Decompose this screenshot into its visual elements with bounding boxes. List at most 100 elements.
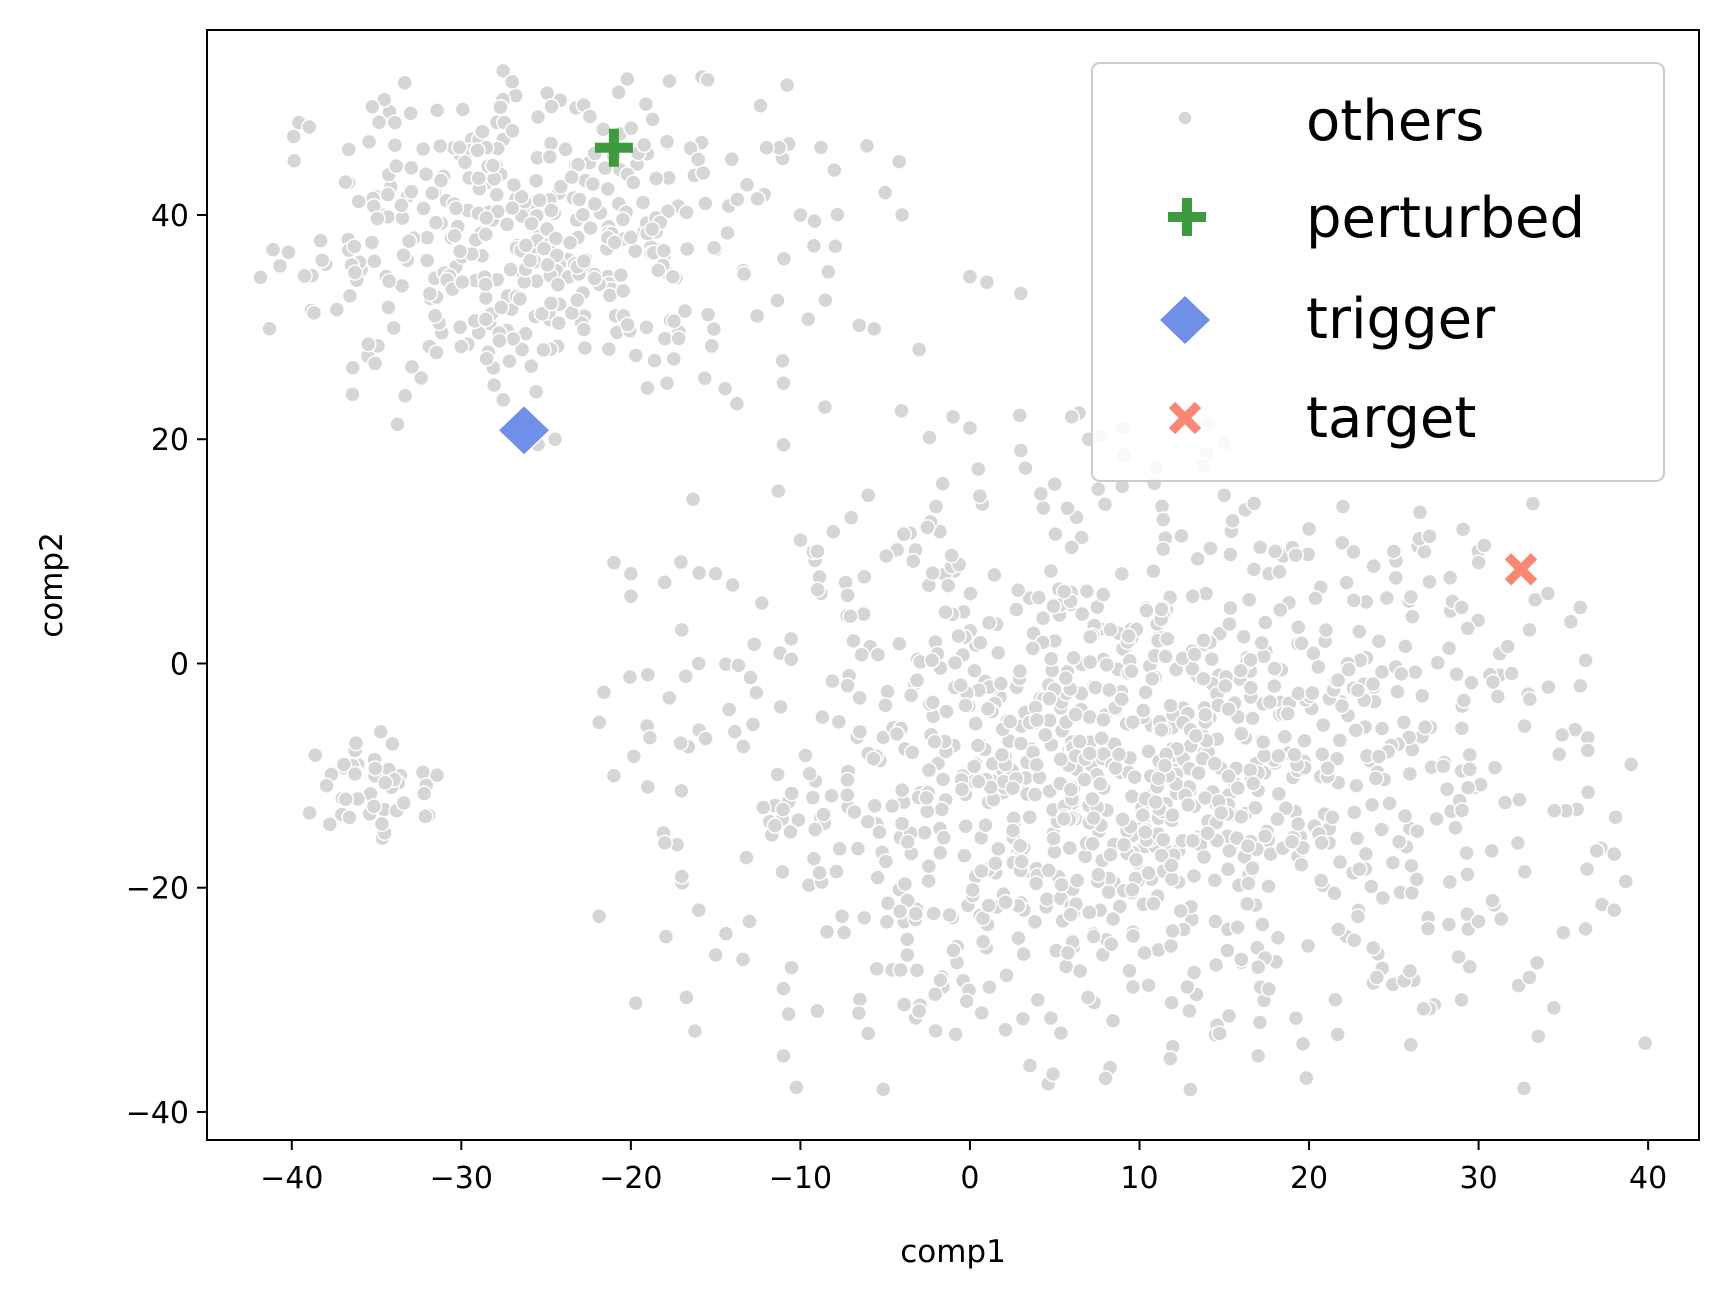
- point-others: [1293, 856, 1310, 874]
- point-others: [908, 672, 926, 689]
- point-others: [261, 320, 278, 337]
- point-others: [1429, 654, 1446, 672]
- point-others: [1459, 620, 1476, 637]
- point-others: [1266, 660, 1283, 677]
- point-others: [1115, 836, 1133, 854]
- point-others: [1053, 876, 1070, 894]
- point-others: [485, 376, 503, 394]
- point-others: [1217, 677, 1234, 695]
- x-tick-label: −40: [260, 1161, 323, 1196]
- point-others: [418, 252, 436, 269]
- point-others: [364, 98, 381, 116]
- point-others: [318, 777, 335, 794]
- point-others: [1120, 627, 1137, 645]
- point-others: [614, 211, 632, 228]
- point-others: [1100, 883, 1117, 901]
- point-others: [1184, 587, 1201, 605]
- point-others: [1572, 599, 1589, 616]
- point-others: [535, 341, 552, 359]
- point-others: [542, 294, 560, 312]
- point-perturbed: [594, 128, 633, 167]
- point-others: [1414, 687, 1431, 705]
- x-axis-label: comp1: [900, 1234, 1006, 1270]
- point-others: [972, 634, 989, 652]
- point-others: [720, 701, 738, 718]
- point-others: [1553, 726, 1571, 744]
- point-others: [705, 320, 723, 338]
- point-others: [735, 265, 753, 283]
- point-others: [1124, 927, 1142, 945]
- point-others: [341, 287, 359, 305]
- point-others: [477, 226, 495, 243]
- point-others: [1378, 589, 1396, 607]
- point-others: [1222, 546, 1239, 563]
- point-others: [1440, 639, 1458, 657]
- point-others: [1042, 562, 1060, 580]
- point-others: [1078, 582, 1096, 600]
- point-others: [417, 808, 434, 825]
- point-others: [1521, 621, 1538, 639]
- point-others: [1229, 919, 1246, 936]
- point-others: [504, 199, 521, 217]
- point-others: [952, 676, 969, 694]
- point-others: [414, 140, 432, 158]
- point-others: [432, 172, 450, 189]
- point-others: [856, 909, 873, 927]
- point-others: [454, 273, 471, 291]
- point-others: [543, 98, 560, 115]
- point-others: [1017, 459, 1034, 477]
- point-others: [1588, 842, 1606, 860]
- point-others: [491, 332, 508, 349]
- point-others: [817, 291, 834, 309]
- point-others: [385, 319, 402, 337]
- point-others: [346, 238, 363, 255]
- x-tick-label: 40: [1629, 1161, 1667, 1196]
- point-others: [888, 725, 906, 743]
- point-others: [641, 729, 659, 746]
- point-others: [538, 84, 556, 102]
- point-others: [772, 698, 789, 716]
- point-others: [1403, 884, 1421, 902]
- point-others: [1347, 722, 1365, 739]
- point-others: [950, 627, 967, 645]
- point-others: [879, 894, 897, 912]
- point-others: [1447, 819, 1464, 837]
- point-others: [993, 746, 1011, 764]
- point-others: [1195, 848, 1213, 866]
- point-others: [1153, 601, 1170, 618]
- point-others: [1470, 913, 1487, 930]
- point-others: [924, 694, 942, 711]
- point-others: [505, 176, 523, 194]
- point-others: [1063, 408, 1080, 426]
- point-others: [1162, 937, 1180, 955]
- point-others: [920, 872, 937, 890]
- point-others: [1190, 764, 1207, 782]
- point-others: [1515, 1080, 1533, 1097]
- point-others: [1411, 504, 1429, 521]
- point-others: [1233, 951, 1250, 968]
- point-others: [726, 723, 744, 740]
- point-others: [431, 137, 449, 155]
- point-others: [956, 847, 973, 864]
- point-others: [543, 202, 560, 219]
- point-others: [1276, 728, 1294, 745]
- point-others: [734, 951, 752, 968]
- point-others: [1374, 889, 1392, 907]
- point-others: [1605, 845, 1623, 863]
- point-others: [1013, 853, 1030, 870]
- point-others: [938, 703, 955, 720]
- point-others: [1329, 671, 1347, 689]
- point-others: [252, 269, 269, 286]
- point-others: [1251, 1014, 1269, 1031]
- point-others: [850, 317, 868, 334]
- point-others: [1350, 623, 1368, 640]
- point-others: [621, 668, 639, 686]
- point-others: [1145, 562, 1162, 580]
- point-others: [1229, 779, 1247, 797]
- point-others: [1407, 663, 1424, 681]
- point-others: [1242, 762, 1259, 779]
- point-others: [1232, 808, 1250, 825]
- point-others: [474, 123, 491, 140]
- point-others: [825, 523, 842, 540]
- point-others: [973, 862, 990, 880]
